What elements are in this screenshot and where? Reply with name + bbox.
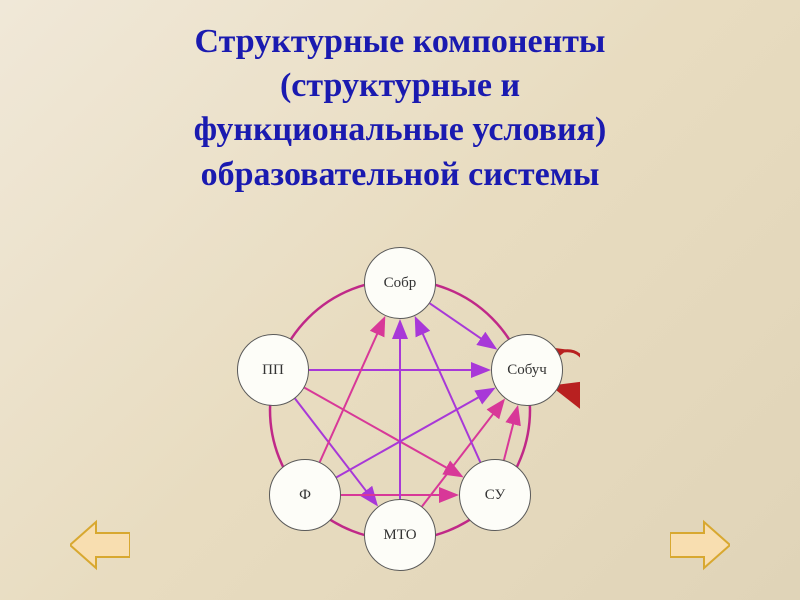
title-line-1: Структурные компоненты <box>0 20 800 64</box>
arrow-right-icon <box>670 522 730 568</box>
nav-arrows <box>0 518 800 572</box>
title-line-4: образовательной системы <box>0 153 800 197</box>
edge-f-sobuch <box>336 390 492 478</box>
node-pp: ПП <box>237 334 309 406</box>
prev-button[interactable] <box>70 518 130 572</box>
edge-su-sobr <box>416 320 480 463</box>
edge-su-sobuch <box>504 409 517 460</box>
page-title: Структурные компоненты (структурные и фу… <box>0 0 800 197</box>
arrow-left-icon <box>70 522 130 568</box>
title-line-2: (структурные и <box>0 64 800 108</box>
node-sobuch: Собуч <box>491 334 563 406</box>
title-line-3: функциональные условия) <box>0 108 800 152</box>
edge-pp-su <box>304 388 460 476</box>
node-sobr: Собр <box>364 247 436 319</box>
next-button[interactable] <box>670 518 730 572</box>
edge-f-sobr <box>320 320 384 463</box>
